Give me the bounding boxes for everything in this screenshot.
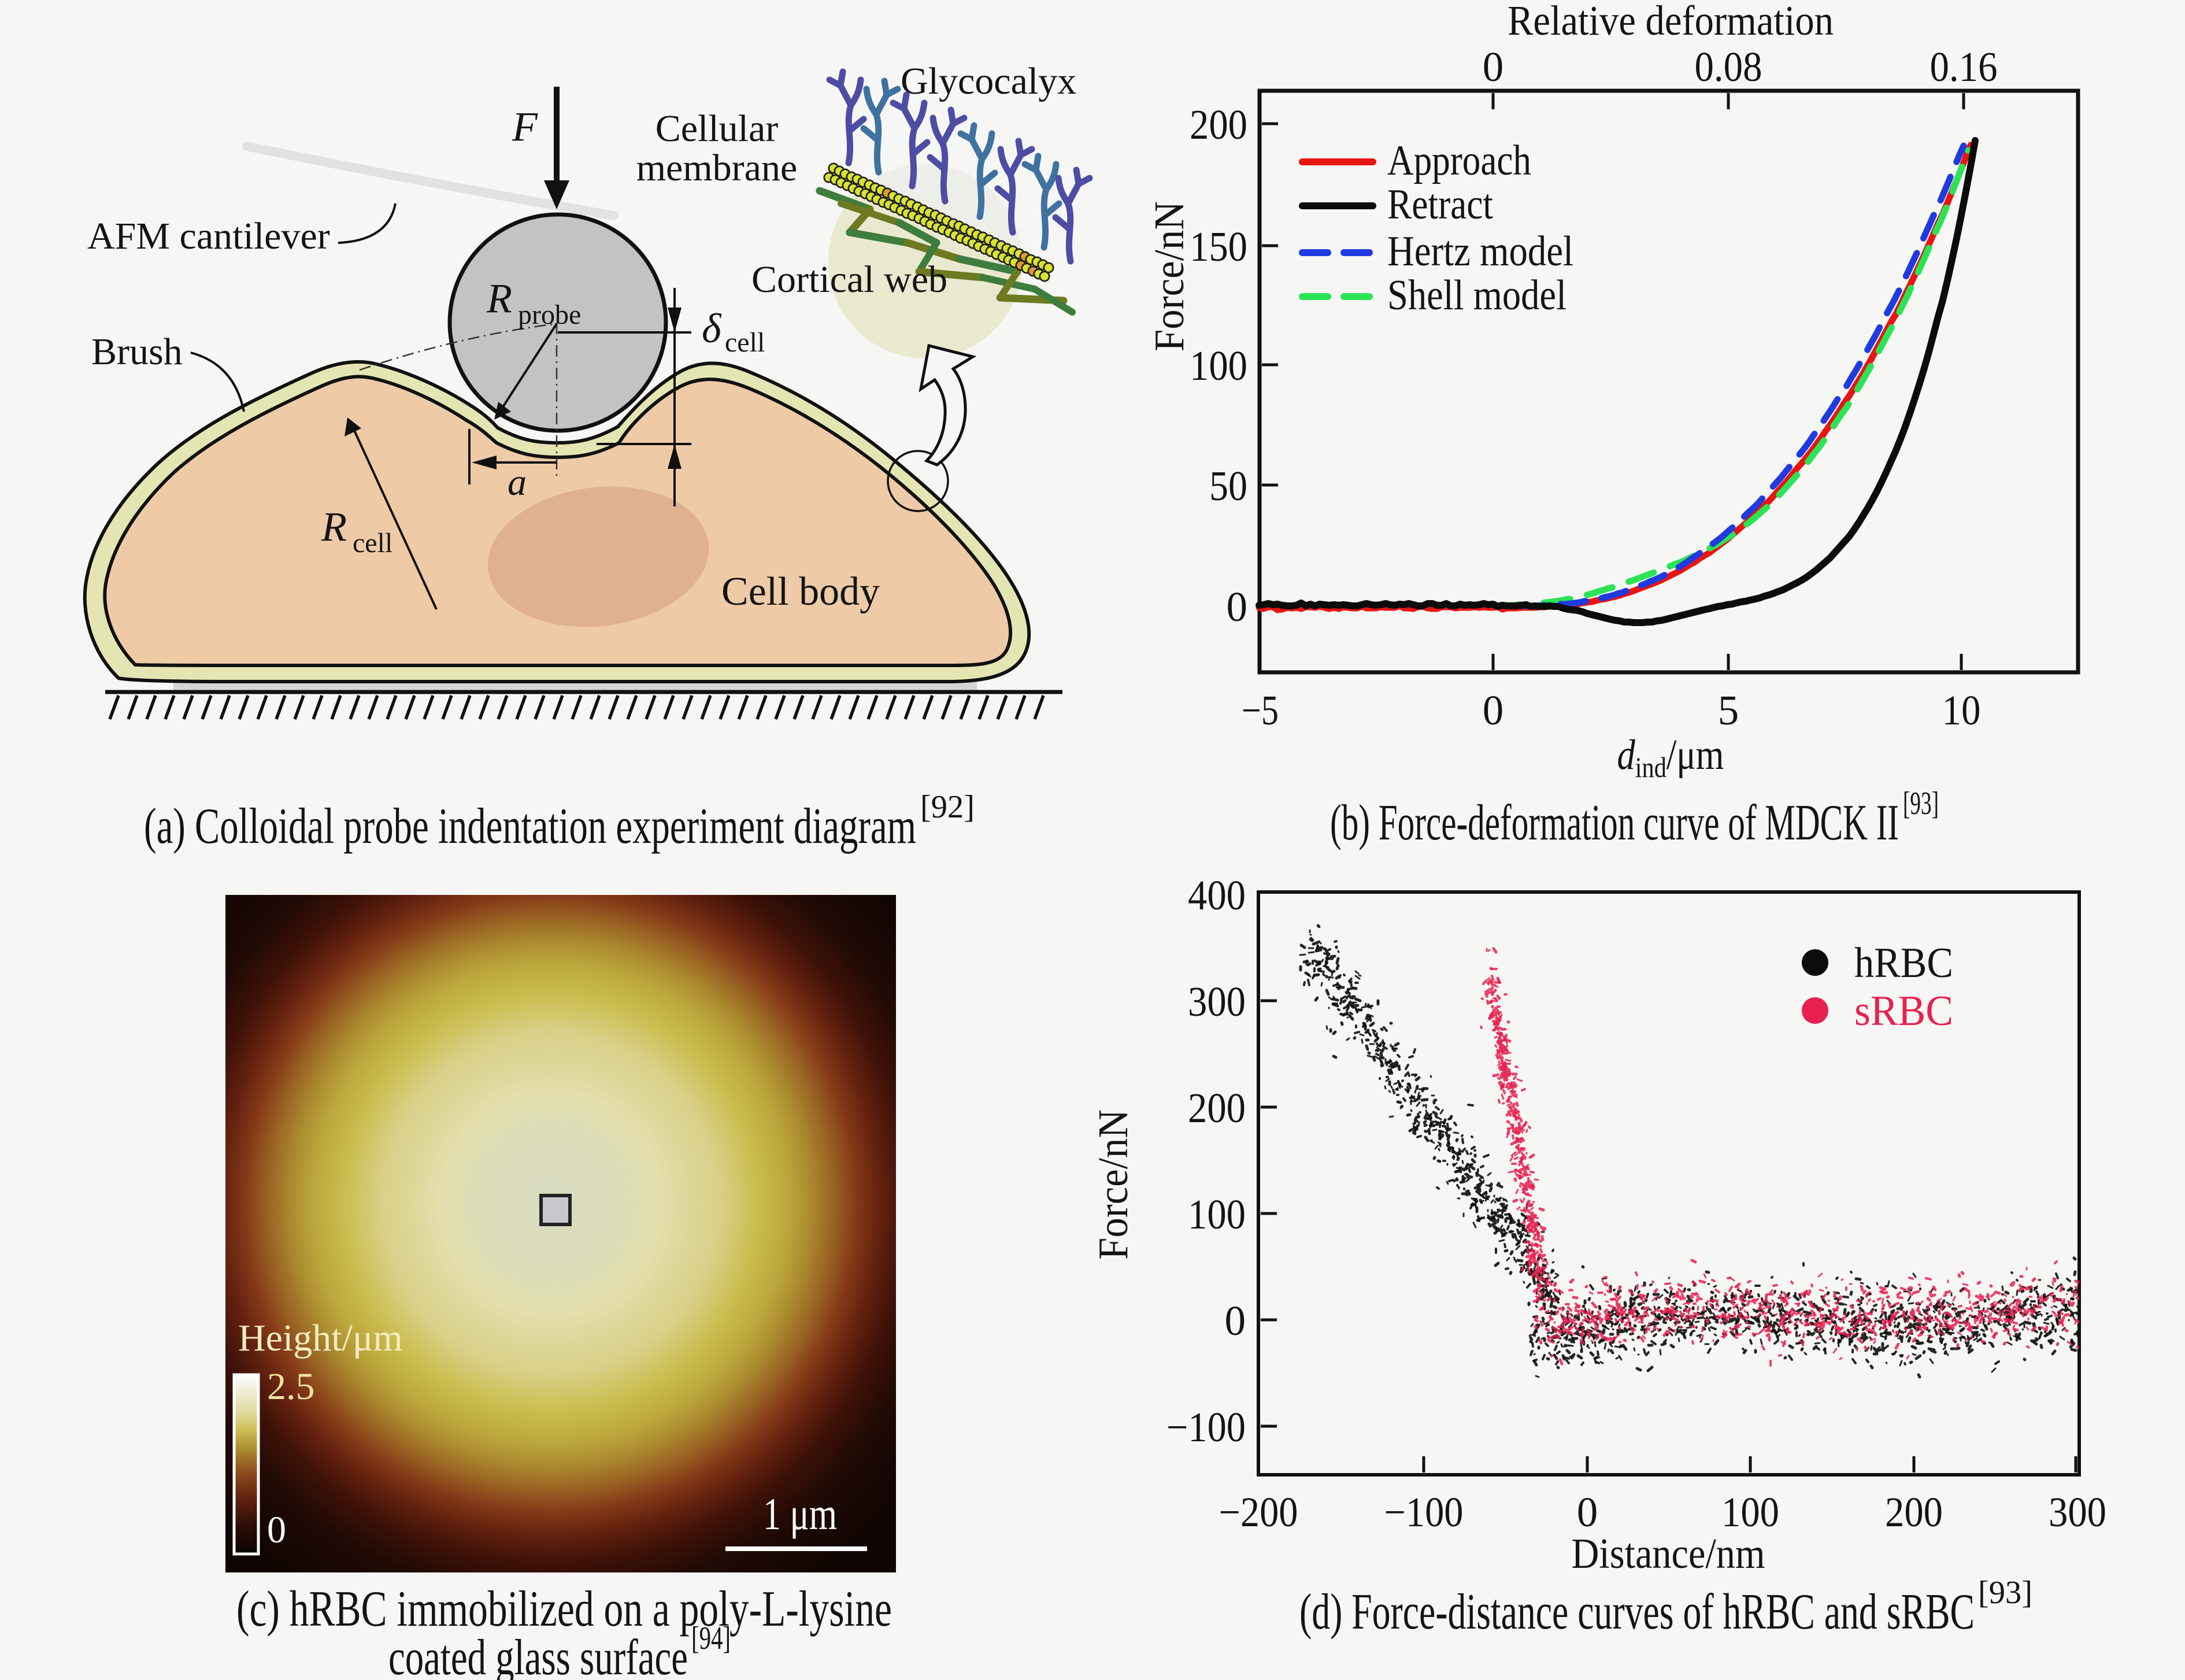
- svg-text:Glycocalyx: Glycocalyx: [901, 60, 1076, 102]
- svg-text:100: 100: [1721, 1489, 1779, 1535]
- svg-text:(d) Force-distance curves of h: (d) Force-distance curves of hRBC and sR…: [1299, 1584, 1975, 1640]
- svg-text:0: 0: [267, 1509, 286, 1551]
- svg-text:hRBC: hRBC: [1854, 939, 1953, 987]
- svg-text:300: 300: [1188, 978, 1246, 1025]
- svg-text:sRBC: sRBC: [1854, 987, 1953, 1035]
- svg-text:Shell model: Shell model: [1387, 272, 1566, 319]
- svg-text:a: a: [508, 461, 527, 504]
- svg-text:cell: cell: [725, 327, 765, 358]
- svg-text:R: R: [321, 504, 347, 550]
- svg-text:(a) Colloidal probe indentatio: (a) Colloidal probe indentation experime…: [144, 798, 916, 854]
- svg-text:300: 300: [2049, 1489, 2106, 1535]
- svg-text:50: 50: [1209, 462, 1247, 509]
- svg-text:Approach: Approach: [1387, 137, 1531, 184]
- svg-text:[93]: [93]: [1978, 1575, 2032, 1611]
- svg-text:Hertz model: Hertz model: [1387, 228, 1573, 275]
- svg-text:Brush: Brush: [91, 331, 183, 373]
- svg-text:100: 100: [1190, 342, 1247, 389]
- svg-text:[92]: [92]: [920, 789, 975, 825]
- svg-text:400: 400: [1188, 872, 1246, 919]
- svg-text:200: 200: [1188, 1085, 1246, 1131]
- svg-text:−100: −100: [1166, 1404, 1246, 1450]
- svg-text:Distance/nm: Distance/nm: [1572, 1530, 1765, 1578]
- svg-text:0: 0: [1483, 687, 1504, 734]
- svg-text:0.08: 0.08: [1695, 43, 1762, 90]
- svg-text:(c) hRBC immobilized on a poly: (c) hRBC immobilized on a poly-L-lysine: [236, 1581, 892, 1637]
- svg-text:Retract: Retract: [1387, 181, 1493, 228]
- svg-text:Force/nN: Force/nN: [1090, 1109, 1136, 1260]
- svg-text:[93]: [93]: [1903, 786, 1939, 822]
- svg-text:coated glass surface: coated glass surface: [388, 1630, 688, 1680]
- svg-text:Force/nN: Force/nN: [1146, 201, 1193, 351]
- svg-text:−5: −5: [1242, 687, 1279, 734]
- svg-text:F: F: [512, 103, 538, 150]
- svg-text:Cell body: Cell body: [721, 569, 880, 614]
- svg-text:2.5: 2.5: [267, 1366, 315, 1408]
- svg-text:1 μm: 1 μm: [763, 1489, 837, 1539]
- svg-text:membrane: membrane: [636, 147, 798, 189]
- svg-text:δ: δ: [702, 305, 722, 351]
- svg-text:0: 0: [1483, 43, 1504, 90]
- svg-text:10: 10: [1942, 687, 1981, 734]
- svg-text:Cellular: Cellular: [656, 108, 779, 150]
- svg-text:5: 5: [1718, 687, 1739, 734]
- svg-text:AFM cantilever: AFM cantilever: [87, 215, 330, 257]
- svg-text:dind/μm: dind/μm: [1617, 731, 1724, 783]
- svg-text:Relative deformation: Relative deformation: [1508, 0, 1834, 44]
- svg-text:200: 200: [1885, 1489, 1943, 1535]
- svg-text:−200: −200: [1219, 1489, 1298, 1535]
- svg-text:[94]: [94]: [691, 1620, 731, 1656]
- svg-text:Height/μm: Height/μm: [238, 1317, 403, 1359]
- svg-text:−100: −100: [1384, 1489, 1464, 1535]
- svg-text:200: 200: [1190, 101, 1247, 148]
- svg-text:150: 150: [1190, 223, 1247, 270]
- svg-text:0: 0: [1227, 583, 1248, 630]
- svg-text:0.16: 0.16: [1930, 43, 1998, 90]
- svg-text:R: R: [486, 275, 512, 321]
- svg-text:0: 0: [1577, 1489, 1598, 1535]
- svg-text:0: 0: [1225, 1297, 1246, 1344]
- svg-text:probe: probe: [518, 299, 581, 330]
- svg-text:Cortical web: Cortical web: [751, 258, 947, 301]
- svg-text:100: 100: [1188, 1191, 1246, 1238]
- svg-text:(b) Force-deformation curve of: (b) Force-deformation curve of MDCK II: [1330, 795, 1899, 851]
- svg-text:cell: cell: [353, 528, 392, 558]
